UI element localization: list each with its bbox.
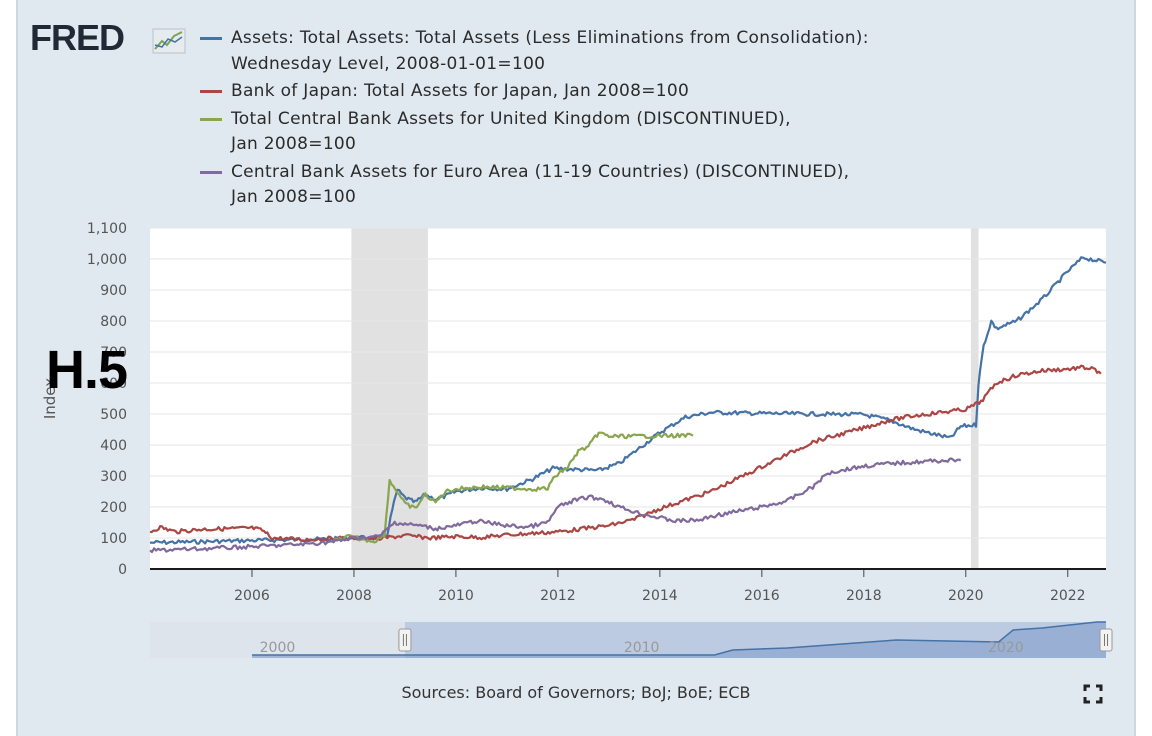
y-tick-label: 1,100 <box>87 221 127 237</box>
legend-label: Assets: Total Assets: Total Assets (Less… <box>231 28 869 74</box>
sources-note: Sources: Board of Governors; BoJ; BoE; E… <box>401 683 751 702</box>
legend-swatch <box>200 170 222 174</box>
recession-shade <box>970 228 979 569</box>
plot-area <box>150 228 1106 569</box>
navigator-handle[interactable] <box>1099 628 1113 652</box>
y-tick-label: 300 <box>100 469 127 485</box>
fred-logo[interactable]: FRED <box>30 17 186 58</box>
legend-swatch <box>200 117 222 121</box>
legend-item[interactable]: Bank of Japan: Total Assets for Japan, J… <box>200 79 869 105</box>
y-tick-label: 0 <box>118 562 127 578</box>
series-line <box>149 457 962 554</box>
expand-icon[interactable] <box>1083 684 1103 704</box>
handle-body <box>1099 628 1113 652</box>
legend-swatch <box>200 37 222 40</box>
handle-body <box>398 628 412 652</box>
x-tick-label: 2022 <box>1050 588 1086 604</box>
series-line <box>332 431 694 544</box>
y-tick-label: 400 <box>100 438 127 454</box>
recession-shade <box>351 228 428 569</box>
y-tick-label: 900 <box>100 283 127 299</box>
x-tick-label: 2010 <box>438 588 474 604</box>
fred-wordmark: FRED <box>30 17 125 58</box>
x-tick-label: 2014 <box>642 588 678 604</box>
y-tick-label: 100 <box>100 531 127 547</box>
y-tick-label: 500 <box>100 407 127 423</box>
x-tick-label: 2012 <box>540 588 576 604</box>
x-tick-label: 2018 <box>846 588 882 604</box>
h5-badge: H.5 <box>46 340 128 400</box>
legend-label: Total Central Bank Assets for United Kin… <box>231 108 791 155</box>
x-tick-label: 2006 <box>234 588 270 604</box>
y-tick-label: 600 <box>100 376 127 392</box>
line-chart-icon <box>152 28 186 54</box>
chart-svg: 0 100 200 300 400 500 600 700 800 900 1,000 1,100 20… <box>41 221 1113 658</box>
x-tick-label: 2020 <box>948 588 984 604</box>
y-tick-label: 800 <box>100 314 127 330</box>
y-tick-label: 200 <box>100 500 127 516</box>
x-tick-label: 2008 <box>336 588 372 604</box>
legend-label: Central Bank Assets for Euro Area (11-19… <box>231 161 850 208</box>
chart-legend: Assets: Total Assets: Total Assets (Less… <box>200 26 869 213</box>
legend-item[interactable]: Total Central Bank Assets for United Kin… <box>200 107 869 158</box>
legend-item[interactable]: Central Bank Assets for Euro Area (11-19… <box>200 160 869 211</box>
legend-swatch <box>200 90 222 93</box>
series-line <box>149 364 1102 543</box>
navigator-handle[interactable] <box>398 628 412 652</box>
navigator-area <box>251 622 1106 658</box>
navigator-line <box>251 621 1106 656</box>
y-tick-label: 700 <box>100 345 127 361</box>
legend-item[interactable]: Assets: Total Assets: Total Assets (Less… <box>200 26 869 77</box>
legend-label: Bank of Japan: Total Assets for Japan, J… <box>231 81 690 101</box>
x-tick-label: 2016 <box>744 588 780 604</box>
series-line <box>150 256 1107 545</box>
y-tick-label: 1,000 <box>87 252 127 268</box>
navigator-tick-label: 2020 <box>988 640 1024 656</box>
navigator-tick-label: 2010 <box>624 640 660 656</box>
y-axis-label: Index <box>41 378 59 419</box>
navigator-tick-label: 2000 <box>260 640 296 656</box>
